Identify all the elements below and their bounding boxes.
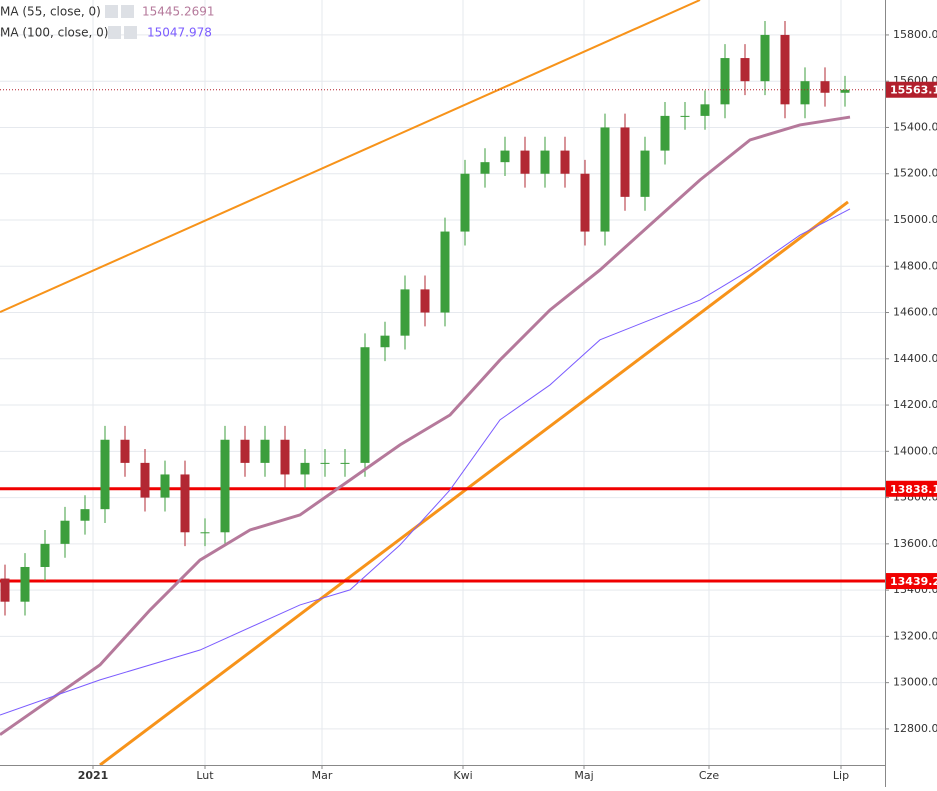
- candle-body: [200, 532, 210, 534]
- candle-body: [840, 89, 850, 93]
- y-tick-label: 13600.0: [893, 537, 937, 550]
- candle-body: [620, 127, 630, 197]
- candle-body: [600, 127, 610, 232]
- axes: 12800.013000.013200.013400.013600.013800…: [0, 5, 937, 782]
- y-tick-label: 14000.0: [893, 444, 937, 457]
- y-tick-label: 14200.0: [893, 398, 937, 411]
- candle-body: [120, 439, 130, 463]
- candle-body: [220, 439, 230, 533]
- candle-body: [800, 81, 810, 105]
- y-tick-label: 13000.0: [893, 676, 937, 689]
- candle-body: [280, 439, 290, 475]
- trendline: [99, 200, 849, 767]
- y-tick-label: 15200.0: [893, 167, 937, 180]
- legend-settings-icon: [108, 26, 121, 39]
- candle-body: [660, 115, 670, 151]
- level-label-box: [886, 480, 937, 497]
- candle-body: [820, 81, 830, 93]
- x-tick-label: Lip: [833, 769, 849, 782]
- candle-body: [680, 115, 690, 117]
- legend-value: 15445.2691: [142, 5, 215, 19]
- legend-settings-icon: [105, 5, 118, 18]
- candle-body: [760, 34, 770, 82]
- x-tick-label: Maj: [574, 769, 593, 782]
- candle-body: [0, 578, 10, 602]
- candle-body: [700, 104, 710, 116]
- y-tick-label: 15000.0: [893, 213, 937, 226]
- legend-value: 15047.978: [147, 26, 212, 40]
- last-price-label: 15563.1: [890, 84, 937, 97]
- plot: [0, 0, 885, 767]
- last-price-box: [886, 81, 937, 98]
- candle-body: [340, 462, 350, 464]
- candle-body: [160, 474, 170, 498]
- x-tick-label: Lut: [196, 769, 214, 782]
- candle-body: [540, 150, 550, 174]
- candle-body: [360, 347, 370, 463]
- y-tick-label: 12800.0: [893, 722, 937, 735]
- trendline: [0, 0, 701, 313]
- candle-body: [420, 289, 430, 313]
- y-tick-label: 14800.0: [893, 259, 937, 272]
- x-tick-label: Mar: [312, 769, 333, 782]
- candle-body: [720, 58, 730, 105]
- y-tick-label: 15800.0: [893, 28, 937, 41]
- candle-body: [260, 439, 270, 463]
- candle-body: [560, 150, 570, 174]
- legend-close-icon: [121, 5, 134, 18]
- candle-body: [60, 520, 70, 544]
- candle-body: [80, 509, 90, 521]
- moving-average: [0, 208, 851, 716]
- legend-name: MA (55, close, 0): [0, 5, 101, 19]
- candle-body: [40, 543, 50, 567]
- candle-body: [480, 162, 490, 174]
- candle-body: [740, 58, 750, 82]
- legend-name: MA (100, close, 0): [0, 26, 108, 40]
- level-label-box: [886, 573, 937, 590]
- level-label: 13838.1: [890, 483, 937, 496]
- candle-body: [460, 173, 470, 232]
- moving-average: [0, 115, 851, 736]
- candle-body: [20, 566, 30, 602]
- level-label: 13439.2: [890, 575, 937, 588]
- x-tick-label: 2021: [78, 769, 109, 782]
- y-tick-label: 13200.0: [893, 629, 937, 642]
- candle-body: [320, 462, 330, 464]
- candle-body: [440, 231, 450, 313]
- candle-body: [300, 462, 310, 475]
- candle-body: [500, 150, 510, 163]
- y-tick-label: 14600.0: [893, 306, 937, 319]
- candle-body: [180, 474, 190, 533]
- candle-body: [780, 34, 790, 105]
- candle-body: [140, 462, 150, 498]
- candle-body: [240, 439, 250, 463]
- candle-body: [100, 439, 110, 510]
- candle-body: [520, 150, 530, 174]
- candle-body: [580, 173, 590, 232]
- x-tick-label: Kwi: [453, 769, 472, 782]
- x-tick-label: Cze: [699, 769, 719, 782]
- candle-body: [400, 289, 410, 336]
- y-tick-label: 14400.0: [893, 352, 937, 365]
- y-tick-label: 15400.0: [893, 120, 937, 133]
- legend-close-icon: [124, 26, 137, 39]
- candle-body: [380, 335, 390, 348]
- candle-body: [640, 150, 650, 197]
